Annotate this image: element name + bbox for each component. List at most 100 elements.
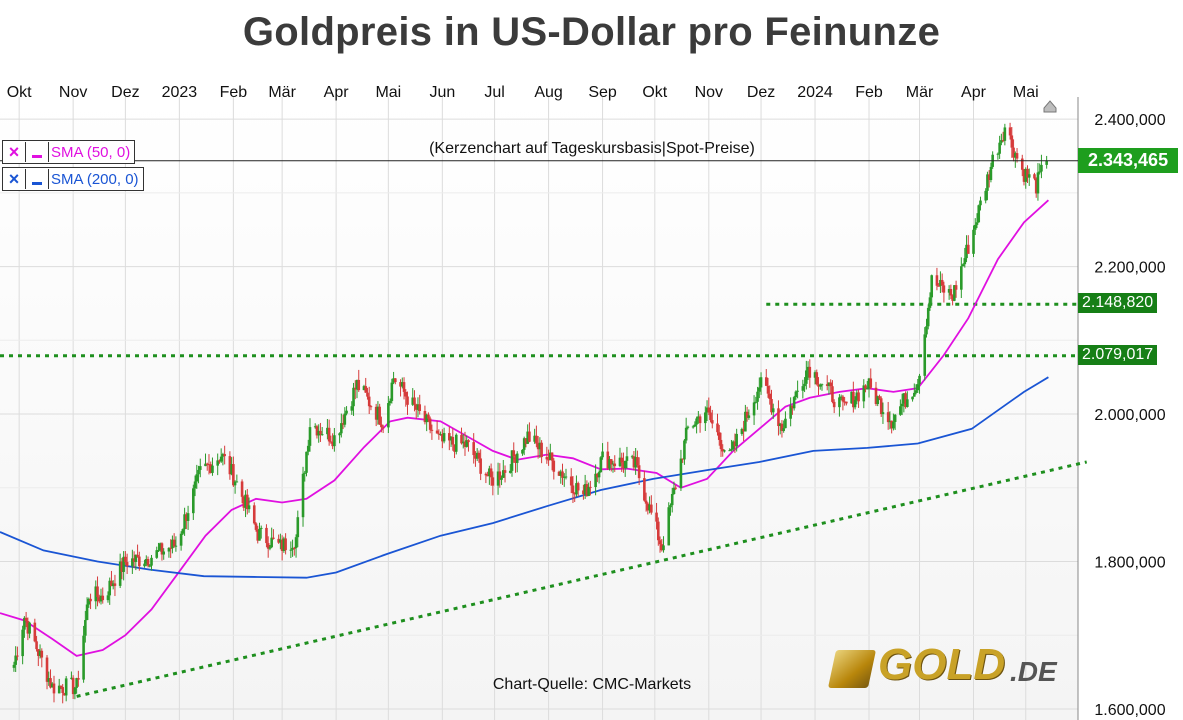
candle [850,391,853,404]
candle-body [230,464,233,475]
candle [338,432,341,444]
candle [244,490,247,518]
candle [381,424,385,434]
candle [198,458,202,478]
candle-body [914,390,918,393]
candle [132,551,136,569]
candle [181,528,185,536]
candle [801,379,805,399]
candle [752,395,756,425]
candle-body [535,435,538,444]
candle-body [524,438,528,444]
candle [138,551,141,571]
candle [411,388,415,407]
candle-body [979,200,982,206]
scroll-up-icon[interactable] [1043,100,1057,113]
candle [961,263,965,267]
candle [345,406,348,416]
logo-word: GOLD [878,640,1006,689]
candle [1020,154,1024,177]
candle-body [223,454,226,457]
candle [599,456,603,473]
candle-body [589,486,592,488]
candle-body [717,432,721,440]
candle-body [435,430,439,434]
candle-body [587,486,590,497]
candle-body [522,438,526,450]
resistance-level-label: 2.148,820 [1078,293,1158,314]
candle [674,484,678,490]
candle [57,678,61,694]
candle-body [77,678,80,680]
candle [707,397,711,416]
candle-body [808,366,812,378]
candle [912,383,916,397]
candle [855,389,859,405]
candle-body [576,483,580,491]
candle-body [637,465,641,479]
candle [719,432,723,457]
candle [1003,123,1007,146]
candle-body [831,386,834,402]
candle [350,401,354,415]
remove-sma-200-icon[interactable]: × [3,169,26,189]
candle [989,162,993,183]
candle-body [416,404,420,410]
candle-body [392,378,395,383]
candle-body [911,396,914,400]
candle-body [144,559,148,564]
candle-body [501,470,505,478]
candle-body [343,413,347,425]
candle-body [869,378,873,388]
candle-body [594,473,597,488]
candle-body [900,403,904,407]
candle-body [646,503,650,511]
candle [742,420,745,442]
candle [451,428,455,451]
candle [697,410,700,424]
candle [585,480,589,497]
candle [596,473,599,483]
candle-body [902,393,906,404]
candle [686,425,690,430]
candle [240,479,244,504]
candle-body [825,384,829,386]
candle-body [374,406,378,420]
candle [406,391,409,415]
candle [26,617,30,641]
candle-body [399,382,402,387]
candle-body [622,462,625,469]
minimize-sma-200-icon[interactable] [26,169,49,189]
legend-label-sma-200: SMA (200, 0) [51,170,139,188]
candle [780,420,784,438]
candle-body [467,440,470,443]
candle [465,435,469,448]
candle [439,431,442,436]
candle-body [390,382,394,401]
candle [73,686,77,700]
candle [731,440,735,452]
candle [611,460,615,473]
candle [1026,165,1029,184]
candle-body [369,406,373,408]
minimize-sma-50-icon[interactable] [26,142,49,162]
candle [508,464,512,474]
candle [683,439,686,465]
candle-body [1022,169,1026,182]
candle-body [928,297,932,308]
candle [949,284,953,300]
candle-body [352,387,355,407]
candle [329,435,333,444]
candle-body [977,205,981,223]
remove-sma-50-icon[interactable]: × [3,142,26,162]
candle-body [367,396,371,407]
candle-body [73,687,77,695]
candle-body [879,398,883,415]
candle [717,424,721,446]
candle [131,549,134,574]
candle [853,396,857,410]
candle [892,413,895,431]
candle [552,458,556,480]
candle [63,692,66,696]
candle-body [460,434,463,444]
